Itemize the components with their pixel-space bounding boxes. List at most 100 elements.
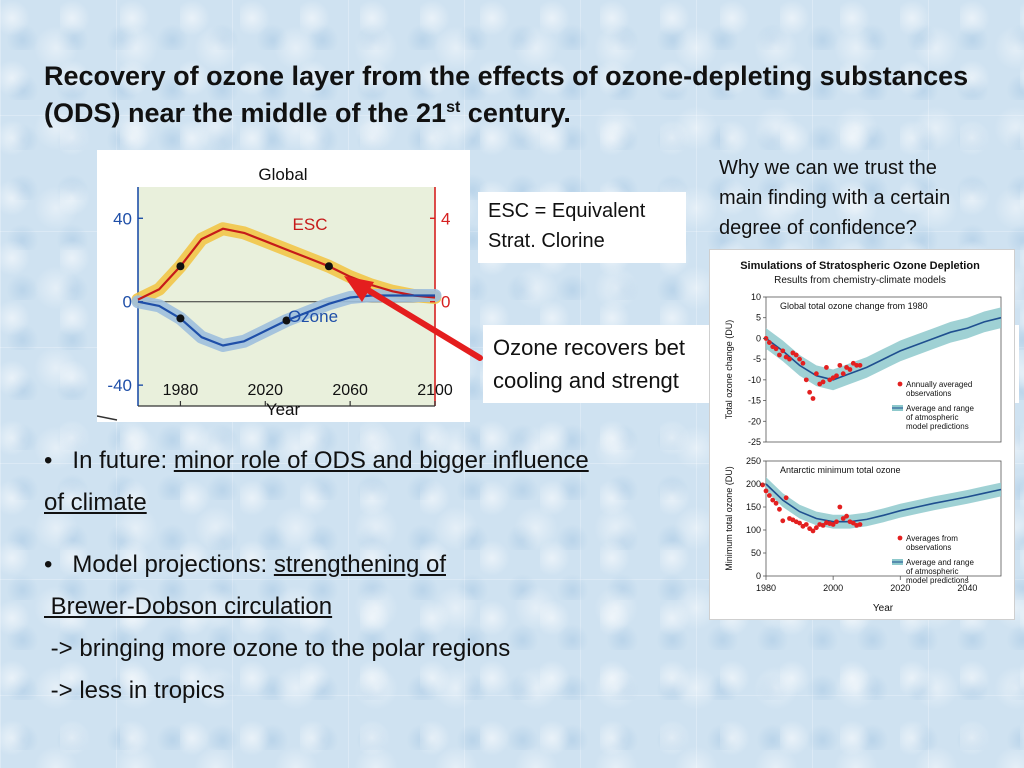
esc-series-label: ESC xyxy=(293,215,328,234)
global-observation-point xyxy=(780,348,786,354)
left-tick-label: -40 xyxy=(107,376,132,395)
bullet-2-line4: -> less in tropics xyxy=(44,670,724,712)
x-tick-label: 2020 xyxy=(247,382,283,399)
red-arrow xyxy=(344,276,483,361)
left-tick-label: 40 xyxy=(113,209,132,228)
antarctic-y-tick-label: 200 xyxy=(746,479,761,489)
bullet-1: • In future: minor role of ODS and bigge… xyxy=(44,440,724,482)
antarctic-model-mean-line xyxy=(765,483,1002,523)
antarctic-y-tick-label: 100 xyxy=(746,525,761,535)
global-observation-point xyxy=(793,352,799,358)
antarctic-legend-text: Average and range xyxy=(906,558,974,567)
antarctic-y-axis-label: Minimum total ozone (DU) xyxy=(724,466,734,571)
antarctic-observation-point xyxy=(777,506,782,512)
global-y-tick-label: 0 xyxy=(756,333,761,343)
chart1-edge-mark xyxy=(96,415,118,421)
global-y-tick-label: 5 xyxy=(756,313,761,323)
chart1-title: Global xyxy=(258,165,307,184)
antarctic-legend-obs-marker xyxy=(897,535,903,541)
bullet-1-cont: of climate xyxy=(44,489,147,516)
antarctic-observation-point xyxy=(844,513,849,519)
global-observation-point xyxy=(800,360,806,366)
esc-line xyxy=(137,227,436,301)
antarctic-observation-point xyxy=(773,500,779,506)
global-ozone-panel: 10 5 0 -5 -10 -15 -20 -25 Total ozone change (DU… xyxy=(724,292,1002,447)
global-observation-point xyxy=(847,367,853,372)
global-legend-text: observations xyxy=(906,389,951,398)
arrow-shaft xyxy=(355,281,483,361)
right-tick-label: 0 xyxy=(441,293,450,312)
antarctic-y-tick-label: 0 xyxy=(756,571,761,581)
global-observation-point xyxy=(777,352,782,358)
global-observation-point xyxy=(840,371,846,377)
global-observation-point xyxy=(787,356,792,362)
global-y-tick-label: -25 xyxy=(748,437,761,447)
antarctic-legend-text: of atmospheric xyxy=(906,567,958,576)
x-tick-label: 2060 xyxy=(332,382,368,399)
global-y-tick-label: -5 xyxy=(753,354,761,364)
antarctic-y-tick-label: 150 xyxy=(746,502,761,512)
chart2-x-tick-label: 2020 xyxy=(890,583,910,593)
global-observation-point xyxy=(810,396,816,401)
title-end: century. xyxy=(460,98,571,128)
antarctic-observation-point xyxy=(783,495,789,501)
bullet-2-cont: Brewer-Dobson circulation xyxy=(44,593,333,620)
global-observation-point xyxy=(773,346,779,352)
chart2-x-tick-label: 2000 xyxy=(823,583,843,593)
global-chart-panel: Global 40 0 -40 4 0 1980 2020 2060 2100 ESC Ozon… xyxy=(96,150,470,422)
global-observation-point xyxy=(807,389,813,395)
bullet-1-continued: of climate xyxy=(44,482,724,524)
bullet-2-dot: • xyxy=(44,551,53,578)
global-y-tick-label: -20 xyxy=(748,416,761,426)
simulations-chart-panel: Simulations of Stratospheric Ozone Deple… xyxy=(709,249,1015,620)
slide-title: Recovery of ozone layer from the effects… xyxy=(44,58,974,132)
x-tick-label: 1980 xyxy=(163,382,199,399)
bullet-2: • Model projections: strengthening of xyxy=(44,544,724,586)
antarctic-observation-point xyxy=(780,518,786,524)
global-y-tick-label: -15 xyxy=(748,396,761,406)
ozone-series-label: Ozone xyxy=(288,307,338,326)
antarctic-observation-point xyxy=(803,522,809,527)
ozone-note-line2: cooling and strengt xyxy=(493,368,679,393)
ozone-note-line1: Ozone recovers bet xyxy=(493,335,685,360)
chart2-title: Simulations of Stratospheric Ozone Deple… xyxy=(740,260,980,272)
question-line3: degree of confidence? xyxy=(719,217,917,239)
bullet-1-prefix: In future: xyxy=(72,447,174,474)
bullet-list: • In future: minor role of ODS and bigge… xyxy=(44,440,724,712)
antarctic-legend-text: observations xyxy=(906,543,951,552)
chart2-x-tick-label: 1980 xyxy=(756,583,776,593)
global-observation-point xyxy=(834,373,839,379)
global-observation-point xyxy=(797,356,802,362)
bullet-2-line4-text: -> less in tropics xyxy=(44,677,225,704)
global-observation-point xyxy=(837,362,843,368)
antarctic-ozone-panel: 250 200 150 100 50 0 Minimum total ozone (DU) A… xyxy=(724,456,1002,585)
bullet-1-dot: • xyxy=(44,447,53,474)
global-y-axis-label: Total ozone change (DU) xyxy=(724,320,734,420)
global-y-tick-label: -10 xyxy=(748,375,761,385)
bullet-2-prefix: Model projections: xyxy=(72,551,274,578)
global-legend-text: of atmospheric xyxy=(906,413,958,422)
antarctic-observation-point xyxy=(837,504,843,510)
global-panel-label: Global total ozone change from 1980 xyxy=(780,301,928,311)
bullet-2-line3-text: -> bringing more ozone to the polar regi… xyxy=(44,635,511,662)
chart2-x-ticks: 1980 2000 2020 2040 xyxy=(756,576,977,593)
chart2-x-tick-label: 2040 xyxy=(957,583,977,593)
global-model-mean-line xyxy=(765,316,1002,381)
global-legend-text: model predictions xyxy=(906,422,969,431)
esc-note-line1: ESC = Equivalent xyxy=(488,200,646,222)
ozone-marker xyxy=(282,316,291,325)
antarctic-observation-point xyxy=(797,520,802,526)
antarctic-observation-point xyxy=(834,519,839,525)
global-observation-point xyxy=(820,379,826,385)
esc-marker xyxy=(324,262,333,271)
chart2-x-axis-label: Year xyxy=(873,603,894,614)
right-tick-label: 4 xyxy=(441,209,450,228)
question-line2: main finding with a certain xyxy=(719,187,951,209)
global-observation-point xyxy=(854,362,860,368)
antarctic-panel-label: Antarctic minimum total ozone xyxy=(780,465,901,475)
bullet-1-underlined: minor role of ODS and bigger influence xyxy=(173,447,589,474)
global-observation-point xyxy=(824,365,829,370)
chart1-x-axis-label: Year xyxy=(266,400,301,419)
question-line1: Why we can we trust the xyxy=(719,157,937,179)
